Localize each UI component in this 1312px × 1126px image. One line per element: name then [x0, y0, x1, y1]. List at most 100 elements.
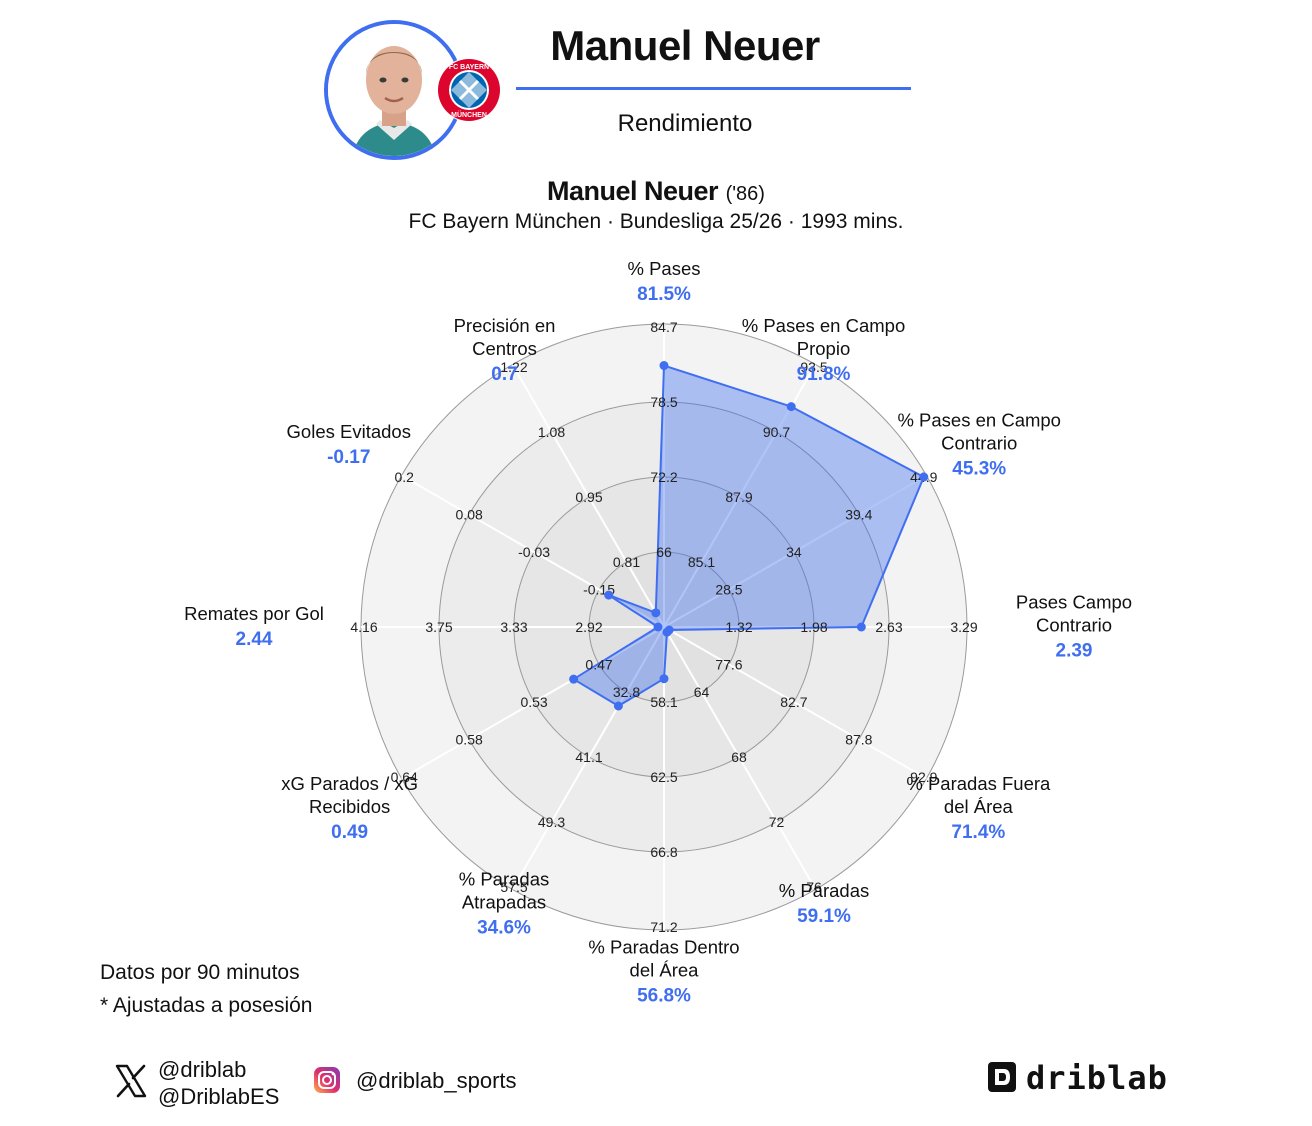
- radar-axis-label: % Paradas: [779, 880, 870, 901]
- instagram-icon[interactable]: [313, 1066, 341, 1094]
- radar-tick-label: 0.58: [456, 732, 483, 748]
- radar-value-label: 56.8%: [637, 986, 691, 1007]
- radar-axis-label: Goles Evitados: [287, 421, 411, 442]
- radar-point: [919, 472, 929, 482]
- radar-tick-label: 39.4: [845, 507, 872, 523]
- radar-value-label: 59.1%: [797, 906, 851, 927]
- radar-point: [651, 608, 661, 618]
- team-info: FC Bayern München · Bundesliga 25/26 · 1…: [408, 210, 904, 233]
- radar-tick-label: 2.63: [875, 619, 902, 635]
- radar-tick-label: 92.9: [910, 769, 937, 785]
- radar-tick-label: 34: [786, 544, 802, 560]
- radar-value-label: 0.49: [331, 822, 368, 843]
- radar-tick-label: 72: [769, 814, 785, 830]
- radar-tick-label: 62.5: [650, 769, 677, 785]
- radar-value-label: 34.6%: [477, 918, 531, 939]
- radar-axis-label: xG Parados / xG: [281, 773, 418, 794]
- radar-tick-label: 1.32: [725, 619, 752, 635]
- radar-value-label: 0.7: [491, 364, 517, 385]
- radar-value-label: 71.4%: [951, 822, 1005, 843]
- radar-axis-label: Contrario: [941, 433, 1017, 454]
- radar-tick-label: 0.95: [575, 489, 602, 505]
- player-birth-year: ('86): [725, 183, 765, 205]
- radar-tick-label: 0.53: [520, 694, 547, 710]
- radar-tick-label: 64: [694, 684, 710, 700]
- radar-axis-label: Remates por Gol: [184, 603, 324, 624]
- brand-wordmark: driblab: [1026, 1060, 1168, 1094]
- radar-axis-label: % Pases: [627, 258, 700, 279]
- radar-axis-label: Contrario: [1036, 615, 1112, 636]
- radar-tick-label: 87.8: [845, 732, 872, 748]
- radar-value-label: 2.44: [236, 629, 273, 650]
- radar-tick-label: 0.64: [391, 769, 418, 785]
- radar-axis-label: Centros: [472, 338, 537, 359]
- radar-spoke: [663, 474, 927, 628]
- radar-value-label: 45.3%: [952, 459, 1006, 480]
- radar-axis-label: % Paradas: [459, 869, 550, 890]
- radar-tick-label: 41.1: [575, 749, 602, 765]
- radar-axis-label: Precisión en: [454, 315, 556, 336]
- twitter-handles[interactable]: @driblab @DriblabES: [158, 1056, 279, 1110]
- radar-tick-label: 0.2: [394, 469, 414, 485]
- radar-value-label: -0.17: [327, 447, 370, 468]
- radar-tick-label: 3.75: [425, 619, 452, 635]
- radar-axis-label: del Área: [944, 796, 1014, 817]
- radar-spoke: [511, 626, 665, 890]
- radar-tick-label: 66.8: [650, 844, 677, 860]
- driblab-logo: driblab: [988, 1060, 1168, 1094]
- page-title: Manuel Neuer: [550, 22, 820, 69]
- radar-point: [569, 674, 579, 684]
- radar-value-label: 91.8%: [797, 364, 851, 385]
- radar-tick-label: 2.92: [575, 619, 602, 635]
- radar-tick-label: 93.5: [800, 359, 827, 375]
- page-subtitle: Rendimiento: [617, 110, 753, 137]
- radar-tick-label: 3.29: [950, 619, 977, 635]
- club-crest: FC BAYERN MÜNCHEN: [437, 58, 501, 122]
- radar-tick-label: 0.81: [613, 554, 640, 570]
- radar-axis-label: Recibidos: [309, 796, 390, 817]
- radar-axis-label: Atrapadas: [462, 892, 546, 913]
- radar-tick-label: 49.3: [538, 814, 565, 830]
- crest-text-top: FC BAYERN: [449, 64, 489, 71]
- radar-tick-label: 82.7: [780, 694, 807, 710]
- radar-tick-label: 84.7: [650, 319, 677, 335]
- footnotes: Datos por 90 minutos * Ajustadas a poses…: [100, 956, 312, 1022]
- radar-tick-label: 72.2: [650, 469, 677, 485]
- note-possession: * Ajustadas a posesión: [100, 994, 313, 1017]
- radar-tick-label: 76: [806, 879, 822, 895]
- radar-tick-label: 1.98: [800, 619, 827, 635]
- twitter-handle-driblabes[interactable]: @DriblabES: [158, 1084, 280, 1109]
- x-logo-icon[interactable]: [115, 1064, 147, 1098]
- radar-tick-label: 1.08: [538, 424, 565, 440]
- radar-axis-label: % Paradas Fuera: [906, 773, 1051, 794]
- radar-tick-label: 0.47: [585, 657, 612, 673]
- title-underline: [516, 87, 911, 90]
- radar-point: [786, 402, 796, 412]
- radar-tick-label: 87.9: [725, 489, 752, 505]
- radar-axis-label: % Pases en Campo: [897, 410, 1061, 431]
- radar-value-label: 81.5%: [637, 284, 691, 305]
- radar-tick-label: 58.1: [650, 694, 677, 710]
- twitter-handle-driblab[interactable]: @driblab: [158, 1057, 247, 1082]
- radar-point: [856, 622, 866, 632]
- radar-tick-label: 4.16: [350, 619, 377, 635]
- radar-point: [604, 590, 614, 600]
- instagram-handle[interactable]: @driblab_sports: [356, 1068, 517, 1093]
- radar-value-label: 2.39: [1056, 641, 1093, 662]
- radar-tick-label: 1.22: [500, 359, 527, 375]
- radar-tick-label: 28.5: [715, 582, 742, 598]
- radar-spoke: [511, 364, 665, 628]
- radar-axis-label: % Paradas Dentro: [588, 937, 739, 958]
- radar-axis-label: % Pases en Campo: [742, 315, 906, 336]
- radar-tick-label: 90.7: [763, 424, 790, 440]
- bayern-crest-icon: FC BAYERN MÜNCHEN: [438, 59, 500, 121]
- radar-tick-label: 3.33: [500, 619, 527, 635]
- radar-tick-label: 71.2: [650, 919, 677, 935]
- radar-tick-label: 32.8: [613, 684, 640, 700]
- radar-axis-label: del Área: [630, 960, 700, 981]
- note-per90: Datos por 90 minutos: [100, 961, 300, 984]
- radar-spoke: [663, 626, 927, 780]
- radar-tick-label: 78.5: [650, 394, 677, 410]
- radar-point: [653, 622, 663, 632]
